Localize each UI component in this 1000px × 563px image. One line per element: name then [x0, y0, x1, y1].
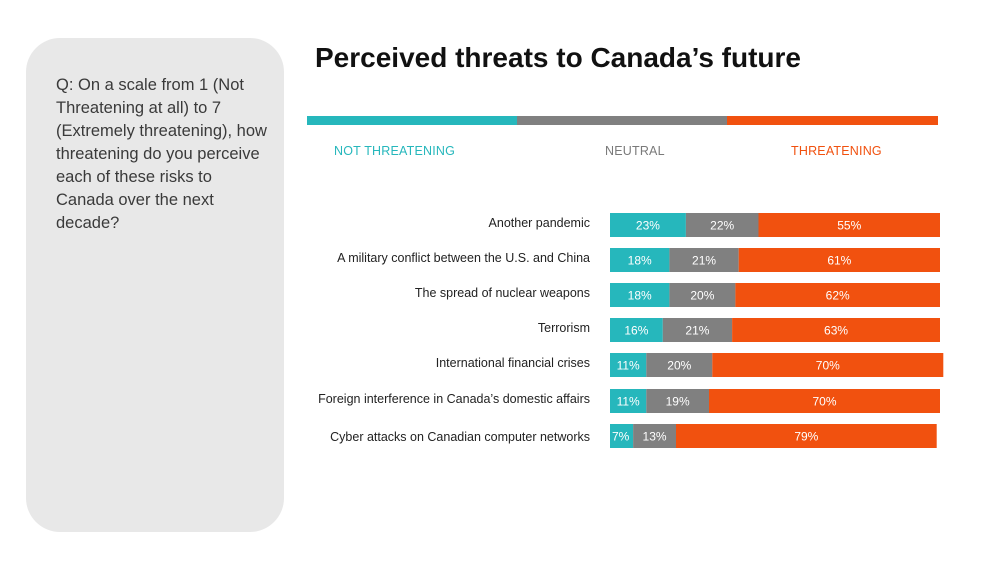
bar-not-threatening-row-1 [610, 213, 686, 237]
bar-value-label: 61% [827, 254, 851, 268]
bar-value-label: 18% [628, 289, 652, 303]
category-label-cyber-attacks: Cyber attacks on Canadian computer netwo… [330, 430, 590, 444]
bar-value-label: 70% [816, 359, 840, 373]
bar-threatening-row-1 [758, 213, 940, 237]
question-text: Q: On a scale from 1 (Not Threatening at… [56, 76, 267, 232]
category-label-foreign-interference: Foreign interference in Canada’s domesti… [318, 392, 590, 406]
bar-threatening-row-6 [709, 389, 940, 413]
bar-value-label: 18% [628, 254, 652, 268]
bar-value-label: 62% [826, 289, 850, 303]
category-label-another-pandemic: Another pandemic [488, 216, 590, 230]
bar-not-threatening-row-7 [610, 424, 634, 448]
bar-not-threatening-row-3 [610, 283, 670, 307]
legend-label-threatening: THREATENING [791, 144, 882, 158]
bar-value-label: 19% [666, 395, 690, 409]
bar-value-label: 22% [710, 219, 734, 233]
legend-band-threatening [727, 116, 938, 125]
bar-value-label: 7% [612, 430, 630, 444]
chart-title: Perceived threats to Canada’s future [315, 42, 802, 73]
bar-value-label: 70% [812, 395, 836, 409]
legend-label-neutral: NEUTRAL [605, 144, 665, 158]
bar-not-threatening-row-2 [610, 248, 670, 272]
category-label-military-conflict: A military conflict between the U.S. and… [337, 251, 590, 265]
category-label-terrorism: Terrorism [537, 321, 590, 335]
bar-value-label: 20% [667, 359, 691, 373]
bar-neutral-row-1 [685, 213, 759, 237]
bar-not-threatening-row-4 [610, 318, 663, 342]
bar-not-threatening-row-5 [610, 353, 647, 377]
bar-neutral-row-2 [669, 248, 739, 272]
bar-neutral-row-6 [646, 389, 709, 413]
bar-value-label: 13% [643, 430, 667, 444]
bar-threatening-row-7 [676, 424, 937, 448]
bar-threatening-row-5 [712, 353, 944, 377]
bar-value-label: 16% [624, 324, 648, 338]
bar-threatening-row-4 [732, 318, 940, 342]
category-label-financial-crises: International financial crises [435, 356, 590, 370]
bar-neutral-row-3 [669, 283, 736, 307]
bar-value-label: 55% [837, 219, 861, 233]
bar-threatening-row-2 [738, 248, 940, 272]
bar-threatening-row-3 [735, 283, 940, 307]
legend-band-neutral [517, 116, 727, 125]
bar-value-label: 20% [690, 289, 714, 303]
bar-value-label: 21% [692, 254, 716, 268]
bar-value-label: 79% [794, 430, 818, 444]
bar-neutral-row-7 [633, 424, 676, 448]
bar-neutral-row-4 [662, 318, 733, 342]
bar-value-label: 21% [685, 324, 709, 338]
category-label-nuclear-weapons: The spread of nuclear weapons [414, 286, 590, 300]
bar-value-label: 23% [636, 219, 660, 233]
bar-value-label: 11% [617, 359, 640, 373]
bar-neutral-row-5 [646, 353, 713, 377]
question-panel [26, 38, 284, 532]
bar-value-label: 63% [824, 324, 848, 338]
legend-band-not-threatening [307, 116, 517, 125]
bar-value-label: 11% [617, 395, 640, 409]
legend-label-not-threatening: NOT THREATENING [334, 144, 456, 158]
bar-not-threatening-row-6 [610, 389, 647, 413]
